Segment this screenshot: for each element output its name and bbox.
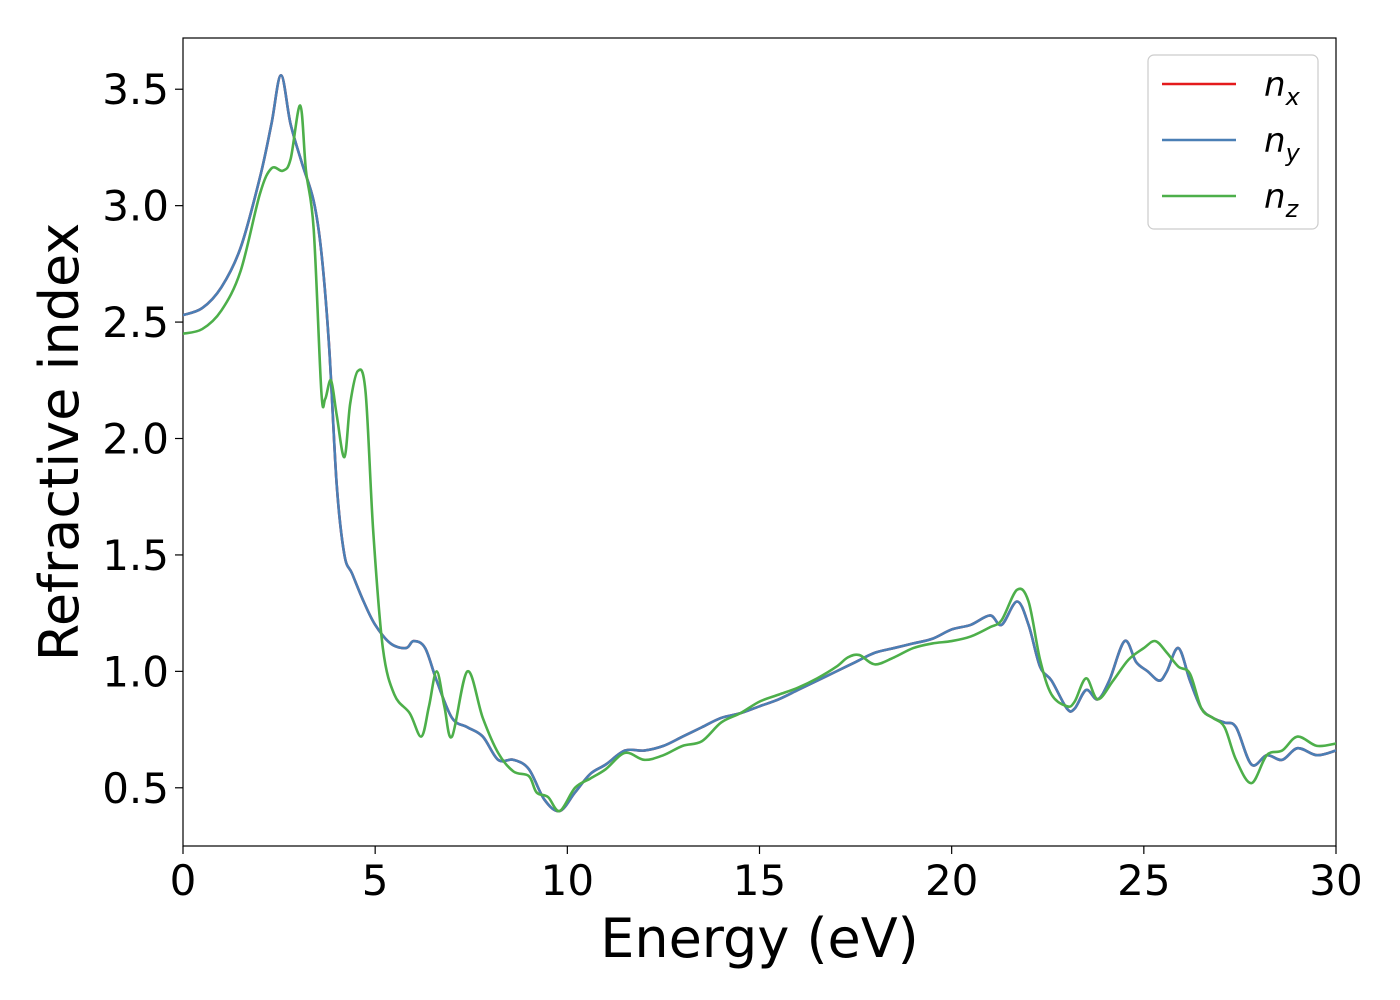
legend-label-base: n (1264, 65, 1286, 105)
y-tick-label: 1.0 (102, 647, 169, 696)
legend-label-subscript: z (1285, 195, 1300, 223)
legend-label: nz (1264, 177, 1300, 223)
plot-frame (182, 37, 1337, 847)
series-layer (183, 73, 1336, 813)
x-tick-label: 15 (733, 856, 786, 905)
x-tick-label: 30 (1309, 856, 1362, 905)
y-tick-label: 0.5 (102, 764, 169, 813)
legend-label-base: n (1264, 121, 1286, 161)
legend-label: ny (1264, 121, 1301, 167)
x-tick-label: 5 (362, 856, 389, 905)
y-tick-label: 1.5 (102, 531, 169, 580)
legend-label-base: n (1264, 177, 1286, 217)
legend-label-subscript: y (1285, 139, 1301, 167)
x-tick-label: 25 (1117, 856, 1170, 905)
x-tick-label: 10 (541, 856, 594, 905)
y-axis-label: Refractive index (28, 223, 91, 662)
x-tick-label: 20 (925, 856, 978, 905)
y-tick-label: 2.0 (102, 415, 169, 464)
y-tick-label: 3.0 (102, 182, 169, 231)
x-tick-label: 0 (170, 856, 197, 905)
y-tick-label: 2.5 (102, 298, 169, 347)
legend-label: nx (1264, 65, 1301, 111)
x-axis-label: Energy (eV) (600, 907, 919, 970)
legend-label-subscript: x (1285, 83, 1301, 111)
axis-layer: 0 5 10 15 20 25 30 0.5 1.0 1.5 2.0 2.5 3.0 3.5 (102, 65, 1363, 905)
legend-box (1147, 54, 1319, 230)
series-line-n-z (183, 104, 1336, 813)
y-tick-label: 3.5 (102, 65, 169, 114)
